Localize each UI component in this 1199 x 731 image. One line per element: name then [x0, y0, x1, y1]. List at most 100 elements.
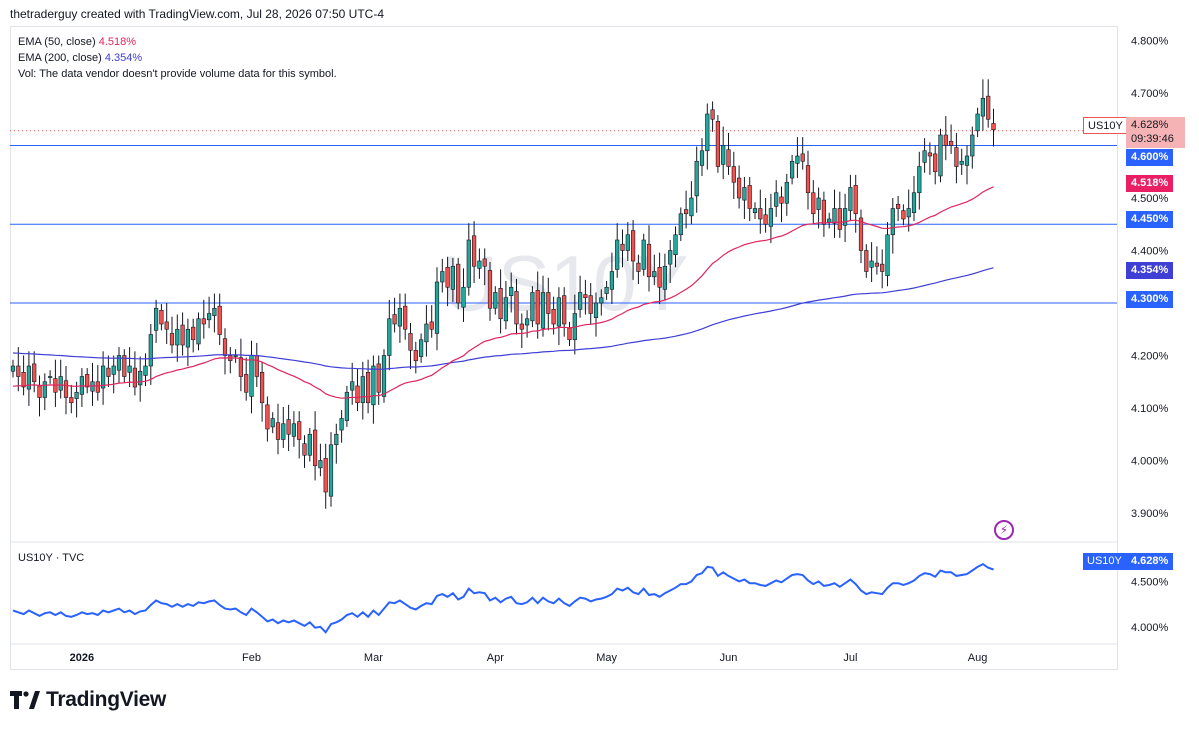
- ema50-legend-value: 4.518%: [98, 36, 137, 48]
- candle-body-104: [562, 295, 567, 325]
- candle-body-54: [297, 421, 302, 440]
- candle-body-2: [21, 371, 26, 388]
- candle-body-117: [630, 230, 636, 262]
- candle-body-57: [312, 429, 318, 467]
- candle-body-48: [265, 404, 270, 430]
- candle-body-123: [662, 265, 667, 290]
- candle-body-93: [503, 297, 509, 322]
- candle-body-1: [16, 365, 21, 377]
- level-tag-4300: 4.300%: [1126, 291, 1174, 308]
- candle-body-105: [567, 327, 572, 341]
- candle-body-19: [111, 365, 116, 375]
- candle-body-47: [259, 371, 265, 404]
- candle-body-88: [477, 260, 482, 269]
- candle-body-36: [201, 318, 206, 325]
- candle-body-29: [164, 321, 169, 330]
- candle-body-119: [641, 239, 646, 270]
- candle-body-87: [471, 235, 477, 267]
- candle-body-44: [244, 374, 249, 393]
- candle-body-124: [668, 250, 673, 265]
- level-tag-4600: 4.600%: [1126, 149, 1174, 166]
- candle-body-51: [281, 423, 286, 440]
- time-tick-label: Feb: [242, 652, 261, 664]
- candle-body-34: [191, 326, 196, 341]
- indicator-last-price-tag: 4.628%: [1126, 553, 1174, 570]
- candle-body-66: [360, 376, 365, 404]
- candle-body-33: [185, 328, 191, 348]
- candle-body-24: [138, 370, 143, 386]
- candle-body-56: [307, 433, 312, 456]
- candle-body-50: [275, 422, 281, 440]
- candle-body-14: [85, 374, 90, 388]
- candle-body-136: [731, 166, 736, 183]
- candle-body-27: [154, 307, 159, 331]
- ema200-price-tag: 4.354%: [1126, 262, 1174, 279]
- ema200-legend[interactable]: EMA (200, close) 4.354%: [18, 52, 142, 64]
- candle-body-166: [890, 208, 895, 236]
- ema200-legend-value: 4.354%: [104, 52, 143, 64]
- candle-body-121: [652, 271, 657, 278]
- candle-body-148: [795, 155, 800, 164]
- candle-body-154: [827, 218, 832, 223]
- tradingview-logo[interactable]: TradingView: [10, 688, 166, 712]
- candle-body-28: [159, 310, 164, 325]
- candle-body-73: [397, 307, 403, 327]
- candle-body-63: [344, 391, 350, 421]
- candle-body-113: [609, 271, 614, 290]
- time-tick-label: May: [596, 652, 617, 664]
- candle-body-180: [964, 155, 970, 166]
- flash-icon[interactable]: ⚡: [994, 520, 1014, 540]
- candle-body-42: [233, 355, 238, 357]
- last-price-value: 4.628%: [1131, 119, 1169, 131]
- countdown-value: 09:39:46: [1131, 133, 1174, 145]
- candle-body-184: [986, 95, 991, 120]
- volume-legend[interactable]: Vol: The data vendor doesn't provide vol…: [18, 68, 337, 80]
- candle-body-39: [217, 305, 222, 335]
- candle-body-64: [350, 381, 355, 391]
- candle-body-96: [519, 323, 524, 330]
- price-tick-label: 4.000%: [1131, 456, 1169, 468]
- price-tick-label: 4.500%: [1131, 193, 1169, 205]
- candle-body-35: [196, 318, 201, 345]
- candle-body-20: [116, 355, 122, 371]
- chart-attribution: thetraderguy created with TradingView.co…: [10, 7, 384, 21]
- candle-body-176: [943, 134, 948, 146]
- candle-body-86: [466, 239, 471, 288]
- time-tick-label: Aug: [968, 652, 988, 664]
- candle-body-31: [175, 328, 180, 346]
- candle-body-155: [832, 208, 837, 224]
- tradingview-logo-icon: [10, 691, 40, 709]
- candle-body-127: [683, 209, 689, 215]
- candle-body-100: [540, 292, 546, 329]
- candle-body-170: [911, 192, 917, 214]
- candle-body-147: [789, 160, 795, 179]
- candle-body-18: [106, 367, 111, 377]
- candle-body-80: [434, 281, 440, 334]
- indicator-tick-label: 4.000%: [1131, 622, 1169, 634]
- candle-body-175: [938, 134, 943, 177]
- indicator-label[interactable]: US10Y · TVC: [18, 552, 85, 564]
- candle-body-143: [768, 208, 773, 227]
- candle-body-164: [880, 263, 885, 272]
- indicator-line: [12, 562, 994, 634]
- candle-body-115: [620, 243, 625, 251]
- candle-body-140: [752, 208, 758, 213]
- time-tick-label: Jun: [720, 652, 738, 664]
- candle-body-137: [736, 177, 742, 199]
- indicator-symbol-tag: US10Y: [1083, 553, 1126, 570]
- candle-body-107: [577, 292, 583, 310]
- ema50-legend[interactable]: EMA (50, close) 4.518%: [18, 36, 136, 48]
- candle-body-165: [885, 234, 890, 277]
- candle-body-162: [869, 260, 874, 268]
- price-tick-label: 4.200%: [1131, 351, 1169, 363]
- candle-body-98: [530, 292, 535, 322]
- candle-body-160: [858, 217, 864, 251]
- candle-body-83: [450, 265, 456, 290]
- price-tick-label: 4.700%: [1131, 88, 1169, 100]
- candle-body-46: [254, 355, 259, 377]
- candle-body-94: [509, 286, 514, 296]
- candle-body-60: [328, 444, 334, 497]
- candle-body-84: [456, 263, 461, 304]
- candle-body-139: [747, 185, 752, 209]
